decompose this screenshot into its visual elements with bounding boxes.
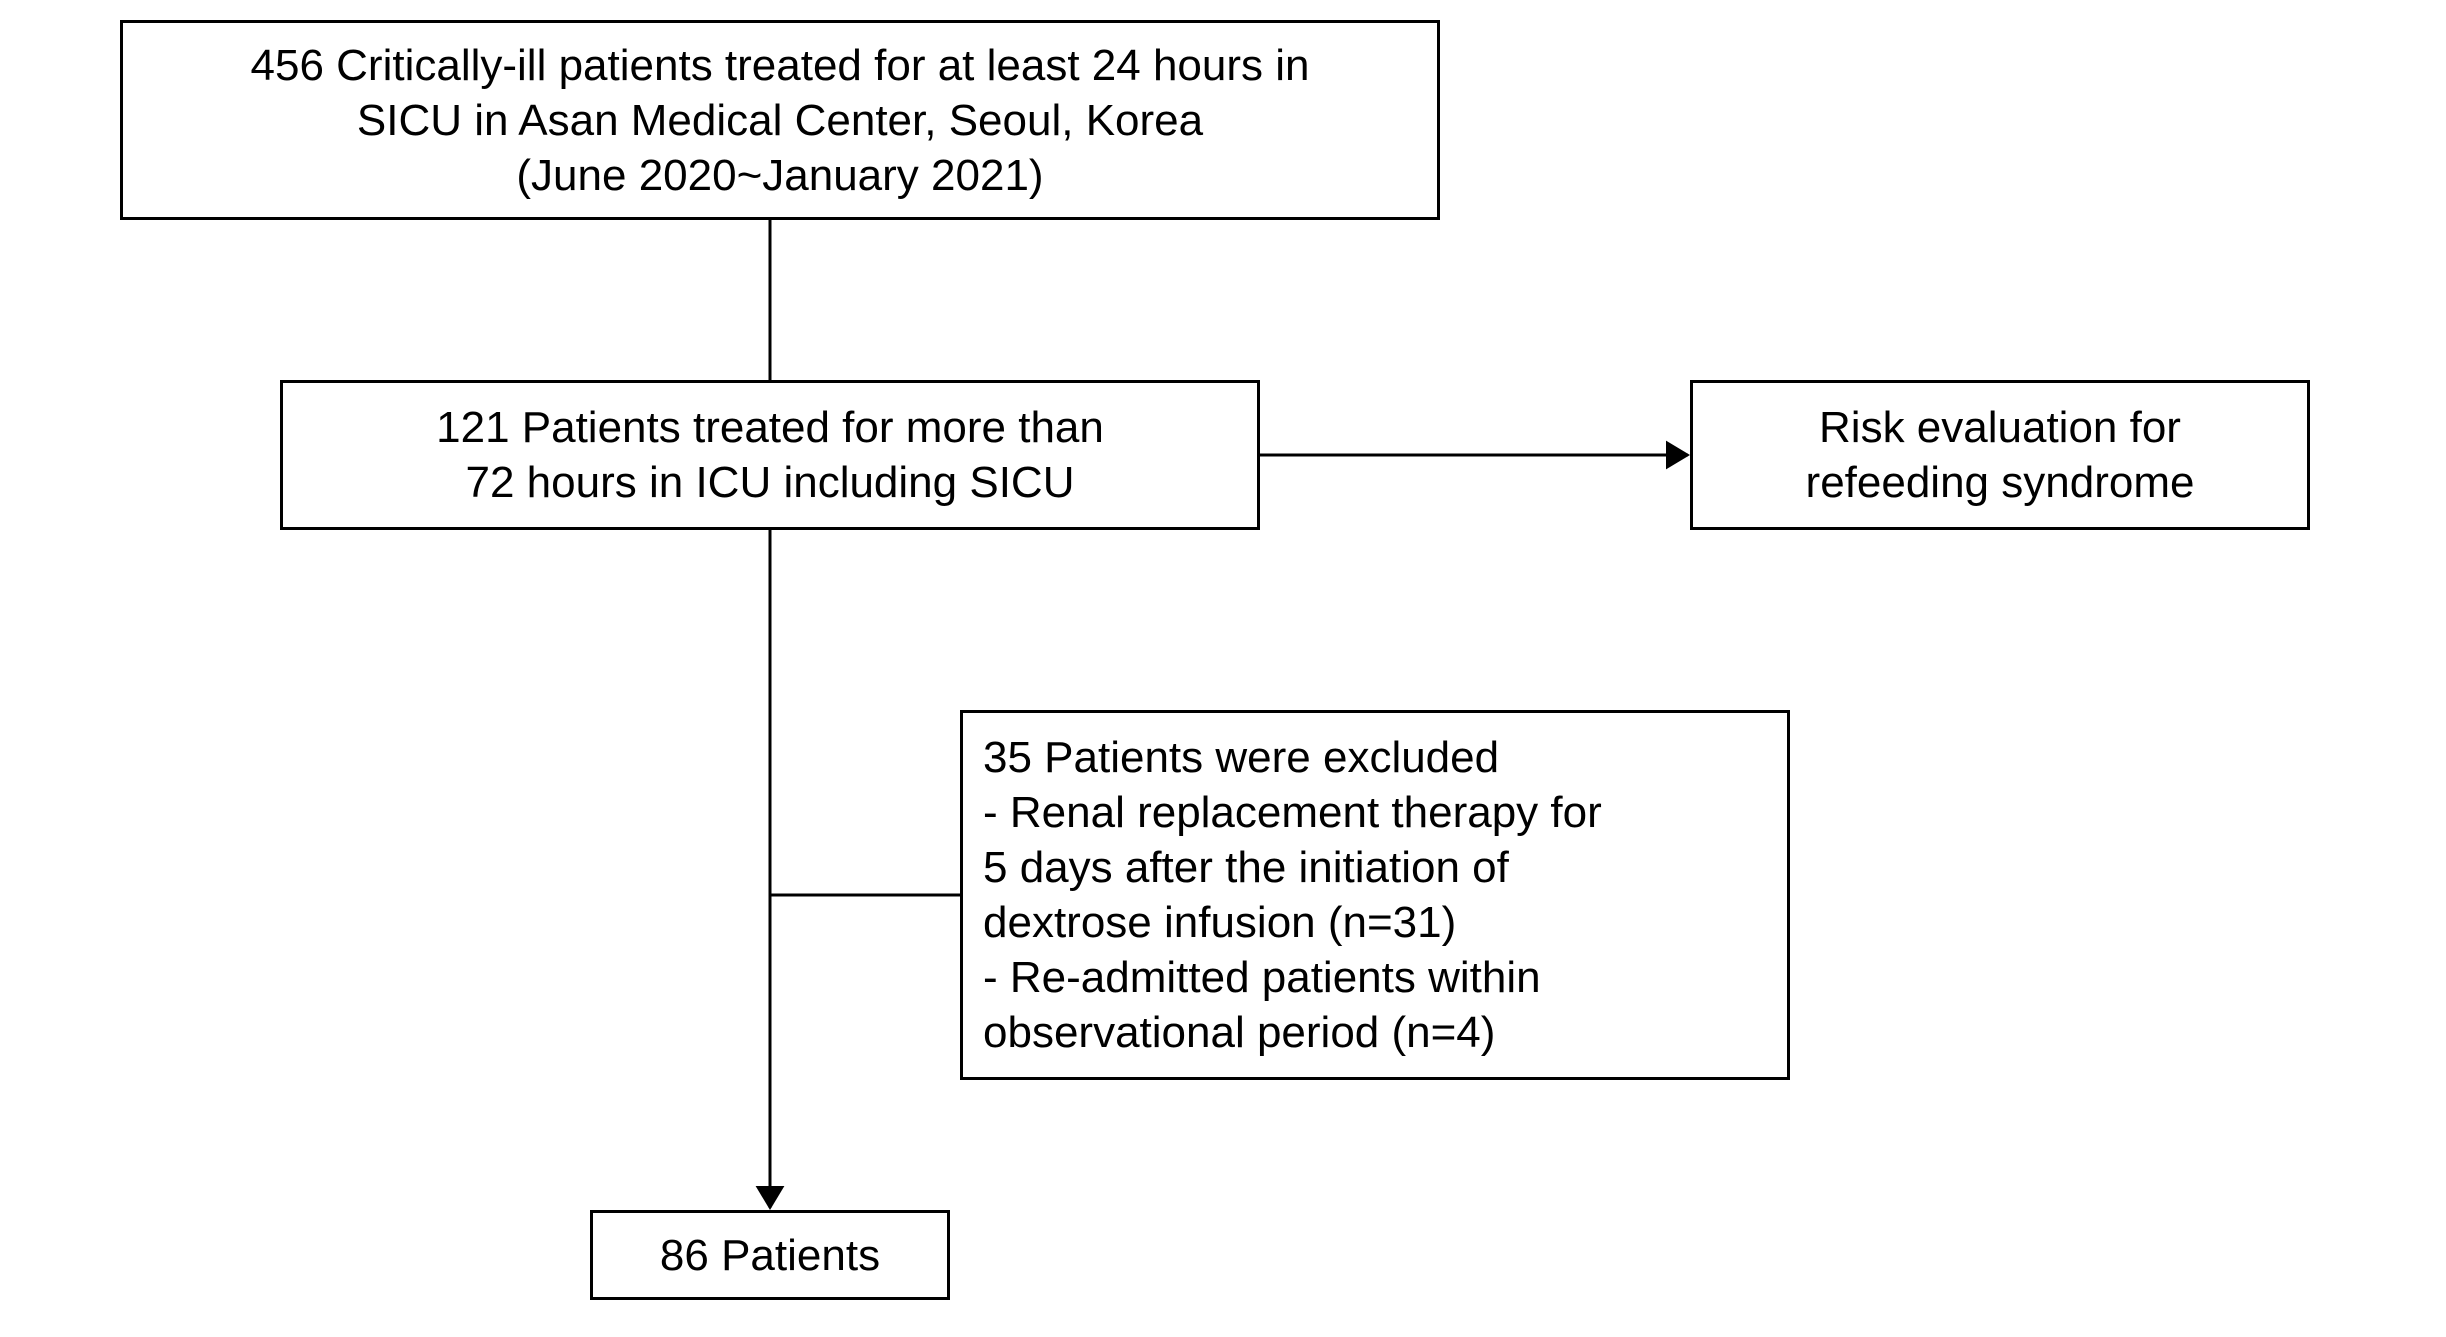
flow-node-cohort-456: 456 Critically-ill patients treated for … (120, 20, 1440, 220)
flow-node-121-patients: 121 Patients treated for more than 72 ho… (280, 380, 1260, 530)
flow-node-text: 86 Patients (660, 1228, 880, 1283)
flowchart-canvas: 456 Critically-ill patients treated for … (0, 0, 2446, 1337)
flow-node-text: 121 Patients treated for more than 72 ho… (436, 400, 1104, 510)
flow-node-35-excluded: 35 Patients were excluded - Renal replac… (960, 710, 1790, 1080)
flow-node-86-patients: 86 Patients (590, 1210, 950, 1300)
flow-node-text: Risk evaluation for refeeding syndrome (1806, 400, 2195, 510)
flow-node-risk-evaluation: Risk evaluation for refeeding syndrome (1690, 380, 2310, 530)
flow-node-text: 35 Patients were excluded - Renal replac… (983, 730, 1602, 1060)
flow-node-text: 456 Critically-ill patients treated for … (251, 38, 1310, 203)
